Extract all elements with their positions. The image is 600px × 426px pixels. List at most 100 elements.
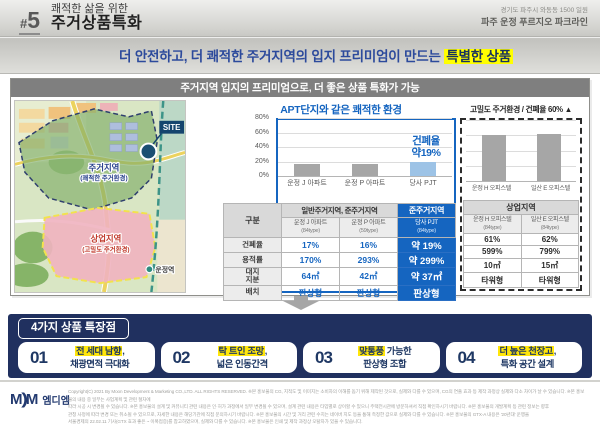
table-cell: 운정 H 오피스텔 (84type)	[463, 214, 522, 234]
title-line2: 주거상품특화	[51, 15, 143, 33]
feature-card-01: 01 전 세대 남향, 채광면적 극대화	[18, 342, 155, 373]
chart-bar	[481, 134, 506, 181]
table-row: 상업지역	[463, 200, 579, 215]
gridline	[278, 176, 452, 177]
residential-zone-label: 주거지역	[89, 162, 120, 172]
table-cell: 당사 PJT (84type)	[397, 217, 456, 238]
feature-number: 02	[172, 347, 191, 367]
table-row: 10㎡ 15㎡	[463, 257, 579, 274]
x-axis-label: 운정 P 아파트	[344, 180, 386, 187]
feature-text: 전 세대 남향, 채광면적 극대화	[70, 346, 130, 369]
residential-zone-sublabel: (쾌적한 주거환경)	[80, 173, 127, 182]
feature-highlight: 탁 트인 조망	[217, 346, 265, 357]
table-cell: 17%	[281, 237, 340, 253]
chart-bar	[294, 163, 320, 176]
logo-swoosh: )	[20, 391, 28, 408]
table-cell: 상업지역	[463, 200, 579, 215]
footer: M) M 엠디엠 Copyright(C) 2021 By Moon Develo…	[0, 380, 600, 424]
station-marker	[145, 265, 154, 274]
feature-card-04: 04 더 높은 천장고, 특화 공간 설계	[445, 342, 582, 373]
gridline	[278, 161, 452, 163]
table-cell: 판상형	[397, 284, 456, 301]
table-cell: 62%	[520, 232, 579, 247]
table-cell: 배치	[223, 284, 282, 301]
y-axis: 0% 20% 40% 60% 80%	[239, 114, 271, 180]
site-marker	[139, 142, 158, 161]
y-axis-label: 40%	[254, 143, 269, 150]
feature-section-title: 4가지 상품 특장점	[18, 318, 129, 339]
section-number-badge: #5	[19, 7, 41, 35]
table-row: 운정 H 오피스텔 (84type) 일산 E 오피스텔 (84type)	[463, 214, 579, 234]
plot-area	[466, 120, 576, 182]
chart-bar	[410, 162, 436, 176]
table-cell: 약 299%	[397, 252, 456, 268]
table-row: 구분 일반주거지역, 준주거지역 준주거지역	[223, 203, 456, 238]
location-map: SITE 주거지역 (쾌적한 주거환경) 상업지역 (고밀도 주거환경) 운정역	[14, 100, 186, 293]
table-cell: 61%	[463, 232, 522, 247]
feature-number: 04	[457, 347, 476, 367]
x-axis: 운정 J 아파트 운정 P 아파트 당사 PJT	[278, 178, 452, 188]
subtitle-highlight: 특별한 상품	[444, 49, 513, 64]
table-cell: 타워형	[463, 272, 522, 288]
table-cell: 대지 지분	[223, 267, 282, 286]
feature-highlight: 전 세대 남향	[75, 346, 123, 357]
feature-text: 탁 트인 조망, 넓은 인동간격	[216, 346, 268, 369]
table-row: 61% 62%	[463, 232, 579, 247]
map-east-area	[157, 219, 185, 292]
slide-header: #5 쾌적한 삶을 위한 주거상품특화 경기도 파주시 와동동 1500 일원 …	[0, 0, 600, 74]
station-label: 운정역	[155, 265, 174, 274]
table-cell: 16%	[339, 237, 398, 253]
table-cell: 운정 P 아파트 (59type)	[339, 217, 398, 238]
gridline	[466, 150, 576, 152]
gridline	[466, 135, 576, 137]
title-line1: 쾌적한 삶을 위한	[51, 3, 128, 15]
table-cell: 건폐율	[223, 237, 282, 253]
table-cell: 293%	[339, 252, 398, 268]
annotation-line2: 약19%	[411, 146, 441, 159]
x-axis-label: 운정 J 아파트	[287, 180, 327, 187]
table-cell: 10㎡	[463, 257, 522, 274]
feature-highlight: 맞통풍	[358, 346, 385, 357]
map-forest	[15, 263, 49, 288]
gridline	[466, 165, 576, 167]
table-cell: 용적률	[223, 252, 282, 268]
page-title: 쾌적한 삶을 위한 주거상품특화	[51, 3, 142, 33]
commercial-comparison-table: 상업지역 운정 H 오피스텔 (84type) 일산 E 오피스텔 (84type) 61…	[463, 200, 579, 288]
gridline	[278, 147, 452, 148]
badge-number: 5	[27, 7, 40, 33]
y-axis-label: 60%	[254, 128, 269, 136]
site-label: SITE	[163, 123, 181, 132]
table-row: 용적률 170% 293% 약 299%	[223, 252, 456, 268]
copyright-line: 따라 시공 시 변경될 수 있습니다. ※본 홍보물의 설계 및 커뮤니티 관련…	[68, 404, 549, 410]
feature-card-02: 02 탁 트인 조망, 넓은 인동간격	[160, 342, 297, 373]
x-axis-label: 일산 E 오피스텔	[530, 185, 571, 192]
copyright-line: Copyright(C) 2021 By Moon Development & …	[68, 389, 585, 402]
table-cell: 170%	[281, 252, 340, 268]
table-cell: 운정 J 아파트 (84type)	[281, 217, 340, 238]
table-cell: 42㎡	[339, 267, 398, 286]
table-cell: 약 37㎡	[397, 267, 456, 286]
content-panel: 주거지역 입지의 프리미엄으로, 더 좋은 상품 특화가 가능	[10, 78, 590, 301]
y-axis-label: 20%	[254, 157, 269, 165]
feature-text: 더 높은 천장고, 특화 공간 설계	[498, 346, 556, 369]
table-row: 운정 J 아파트 (84type) 운정 P 아파트 (59type) 당사 PJT (8…	[224, 217, 456, 238]
table-cell: 타워형	[520, 272, 579, 288]
map-apartment-blocks	[109, 122, 138, 152]
chart-bar	[352, 164, 378, 176]
logo-name: 엠디엠	[42, 396, 70, 407]
gridline	[466, 181, 576, 182]
table-row: 599% 799%	[463, 245, 579, 259]
feature-number: 03	[315, 347, 333, 367]
table-row: 배치 판상형 판상형 판상형	[223, 284, 456, 301]
commercial-zone-label: 상업지역	[90, 234, 121, 244]
feature-section: 4가지 상품 특장점 01 전 세대 남향, 채광면적 극대화 02 탁 트인 조망, 넓…	[8, 314, 592, 378]
table-cell: 799%	[520, 245, 579, 259]
chart-bar	[536, 133, 561, 181]
y-axis-label: 80%	[254, 114, 269, 121]
feature-text: 맞통풍 가능한 판상형 조합	[358, 346, 412, 369]
project-name: 파주 운정 푸르지오 파크라인	[481, 16, 588, 27]
gridline	[466, 120, 576, 121]
gridline	[278, 118, 452, 119]
x-axis-label: 운정 H 오피스텔	[471, 185, 512, 192]
feature-cards: 01 전 세대 남향, 채광면적 극대화 02 탁 트인 조망, 넓은 인동간격 03 맞통풍…	[18, 342, 582, 373]
